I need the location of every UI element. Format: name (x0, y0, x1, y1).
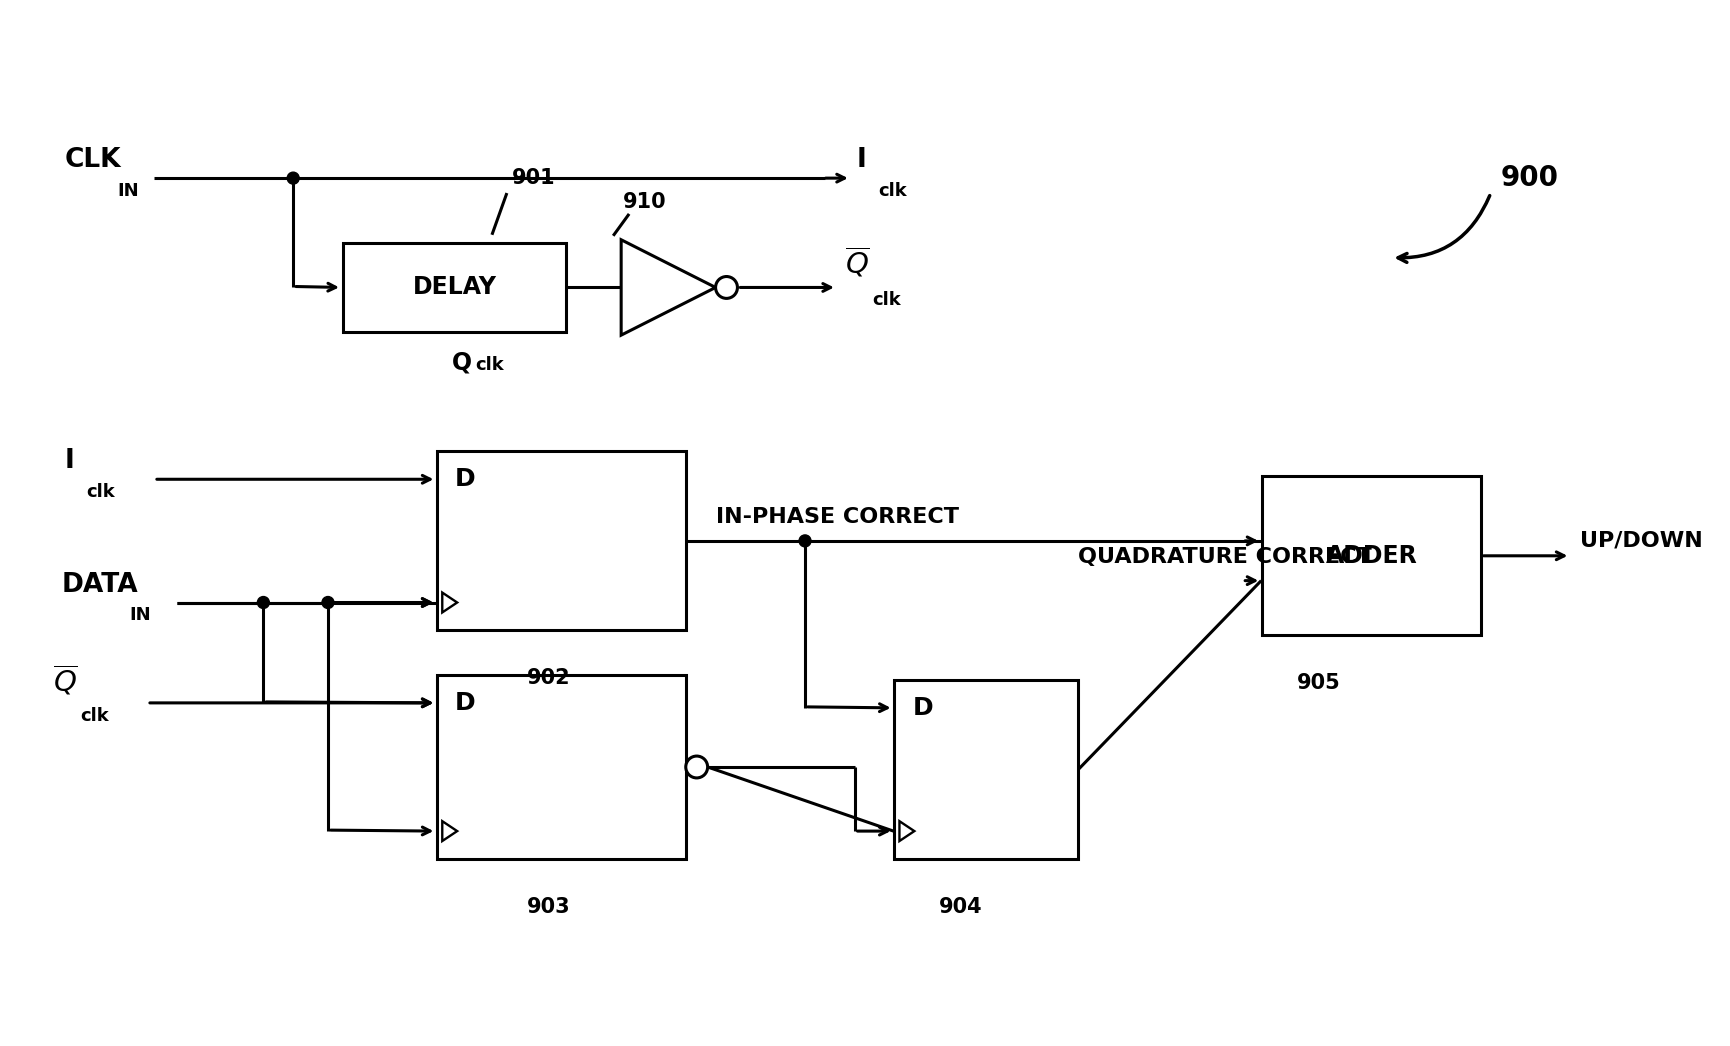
Bar (438, 675, 685, 859)
Text: clk: clk (879, 182, 907, 200)
Text: I: I (64, 449, 74, 474)
Circle shape (322, 596, 334, 609)
Bar (1263, 476, 1481, 635)
Text: 900: 900 (1500, 164, 1559, 192)
Text: clk: clk (86, 483, 116, 501)
Text: 904: 904 (939, 896, 983, 916)
Text: 902: 902 (526, 668, 571, 688)
Polygon shape (443, 593, 457, 613)
Polygon shape (443, 821, 457, 841)
Text: IN: IN (130, 607, 151, 624)
Circle shape (258, 596, 270, 609)
Text: 903: 903 (526, 896, 571, 916)
Text: $\overline{Q}$: $\overline{Q}$ (844, 245, 870, 279)
Text: D: D (455, 691, 476, 714)
Circle shape (685, 756, 708, 778)
Text: clk: clk (81, 707, 109, 725)
Polygon shape (900, 821, 915, 841)
Bar (438, 452, 685, 631)
Text: ADDER: ADDER (1325, 544, 1417, 568)
Text: CLK: CLK (64, 147, 121, 174)
Text: DATA: DATA (62, 571, 138, 597)
Text: Q: Q (452, 350, 472, 374)
Text: IN: IN (118, 182, 138, 200)
Bar (343, 243, 566, 333)
Text: 905: 905 (1298, 673, 1341, 693)
Text: UP/DOWN: UP/DOWN (1579, 530, 1702, 551)
Text: D: D (455, 468, 476, 492)
Circle shape (287, 173, 299, 184)
Text: $\overline{Q}$: $\overline{Q}$ (52, 663, 78, 698)
Text: clk: clk (872, 292, 901, 310)
Text: I: I (856, 147, 867, 174)
Circle shape (716, 276, 737, 298)
Text: 901: 901 (512, 168, 555, 188)
Text: IN-PHASE CORRECT: IN-PHASE CORRECT (716, 507, 958, 527)
Text: QUADRATURE CORRECT: QUADRATURE CORRECT (1078, 547, 1372, 567)
Text: D: D (912, 696, 932, 720)
Bar (894, 680, 1078, 859)
Polygon shape (621, 240, 716, 335)
Text: clk: clk (476, 356, 503, 374)
Circle shape (799, 535, 811, 547)
Text: DELAY: DELAY (413, 275, 497, 299)
Text: 910: 910 (623, 191, 666, 212)
